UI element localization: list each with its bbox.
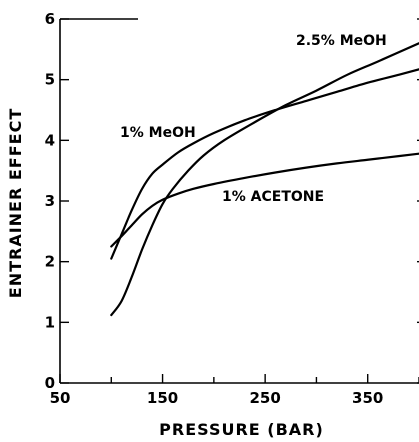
x-tick-label: 50 — [50, 389, 71, 407]
x-tick-label: 250 — [249, 389, 280, 407]
series-line-1-meoh — [110, 68, 419, 260]
series-line-2-5-meoh — [110, 42, 419, 317]
series-label-1-meoh: 1% MeOH — [120, 125, 196, 141]
y-tick-label: 2 — [45, 253, 55, 271]
y-tick-label: 6 — [45, 10, 55, 28]
x-tick-label: 150 — [147, 389, 178, 407]
axes: 50 150 250 350 0 1 2 3 4 5 6 — [45, 10, 419, 407]
series-label-2-5-meoh: 2.5% MeOH — [296, 33, 387, 49]
y-tick-label: 5 — [45, 71, 55, 89]
y-tick-label: 1 — [45, 313, 55, 331]
y-tick-label: 0 — [45, 374, 55, 392]
y-tick-label: 3 — [45, 192, 55, 210]
series-label-1-acetone: 1% ACETONE — [222, 189, 324, 205]
series-line-1-acetone — [110, 152, 419, 248]
y-tick-label: 4 — [45, 131, 55, 149]
y-axis-title: ENTRAINER EFFECT — [6, 108, 25, 298]
x-axis-title: PRESSURE (BAR) — [159, 420, 324, 439]
plot-area: 1% MeOH 2.5% MeOH 1% ACETONE — [110, 33, 419, 317]
x-tick-label: 350 — [352, 389, 383, 407]
